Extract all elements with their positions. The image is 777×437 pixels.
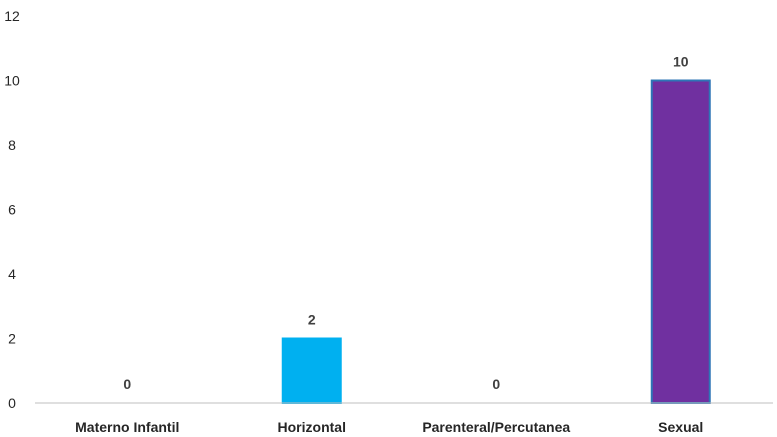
- x-category-label: Horizontal: [278, 419, 346, 435]
- bar-horizontal: [281, 337, 342, 404]
- data-label: 0: [492, 376, 500, 392]
- x-axis-category-labels: Materno Infantil Horizontal Parenteral/Per…: [75, 419, 703, 435]
- data-label: 10: [673, 54, 689, 70]
- data-label: 0: [123, 376, 131, 392]
- bars: [281, 79, 711, 404]
- data-label: 2: [308, 312, 316, 328]
- y-tick-label: 6: [8, 202, 16, 218]
- y-tick-label: 2: [8, 331, 16, 347]
- x-category-label: Parenteral/Percutanea: [422, 419, 570, 435]
- data-labels: 0 2 0 10: [123, 54, 688, 393]
- x-category-label: Sexual: [658, 419, 703, 435]
- y-tick-label: 8: [8, 137, 16, 153]
- y-tick-label: 0: [8, 395, 16, 411]
- y-tick-label: 10: [4, 73, 20, 89]
- y-axis-tick-labels: 0 2 4 6 8 10 12: [4, 8, 20, 411]
- bar-sexual: [650, 79, 711, 404]
- x-category-label: Materno Infantil: [75, 419, 179, 435]
- y-tick-label: 12: [4, 8, 20, 24]
- y-tick-label: 4: [8, 266, 16, 282]
